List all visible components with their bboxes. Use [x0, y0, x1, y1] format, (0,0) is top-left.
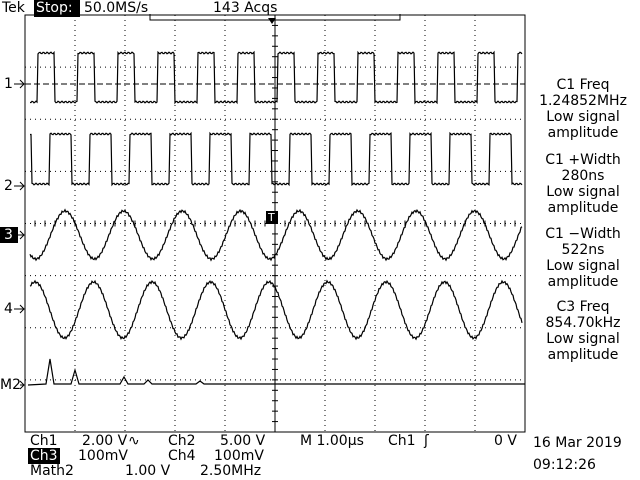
- marker-arrows: [14, 79, 25, 390]
- measurement-line: 1.24852MHz: [539, 93, 627, 109]
- readout: 0 V: [494, 433, 517, 449]
- readout: Ch1: [388, 433, 416, 449]
- channel-marker: 4: [4, 301, 13, 317]
- measurement-line: C1 −Width: [545, 226, 621, 242]
- waveform: [30, 50, 523, 105]
- channel-marker-box: [0, 227, 18, 243]
- measurement-line: C3 Freq: [556, 299, 609, 315]
- measurement-line: amplitude: [548, 274, 619, 290]
- measurement-line: Low signal: [546, 258, 619, 274]
- channel-marker: 1: [4, 76, 13, 92]
- waveforms: [27, 50, 525, 386]
- readout: 2.00 V: [82, 433, 128, 449]
- readout: Ch4: [168, 448, 196, 464]
- status-box: [34, 0, 80, 17]
- readout: 100mV: [78, 448, 128, 464]
- readout: Ch2: [168, 433, 196, 449]
- waveform: [29, 279, 523, 341]
- brand: Tek: [1, 0, 26, 16]
- waveform: [30, 131, 523, 187]
- readout: M 1.00µs: [300, 433, 364, 449]
- channel-marker: 2: [4, 178, 13, 194]
- status: Stop:: [36, 0, 73, 16]
- date: 16 Mar 2019: [533, 435, 622, 451]
- trigger-marker: T: [267, 211, 275, 224]
- measurement-line: C1 +Width: [545, 152, 621, 168]
- measurement-line: 280ns: [562, 168, 605, 184]
- measurement-line: amplitude: [548, 125, 619, 141]
- trigger-position: [268, 18, 276, 24]
- measurement-line: Low signal: [546, 184, 619, 200]
- sample-rate: 50.0MS/s: [84, 0, 148, 16]
- measurement-line: Low signal: [546, 109, 619, 125]
- measurement-line: Low signal: [546, 331, 619, 347]
- selected-channel-box: [28, 448, 60, 464]
- readout: 5.00 V: [220, 433, 266, 449]
- waveform: [29, 208, 523, 262]
- channel-marker: 3: [4, 227, 13, 243]
- readout: ʃ: [423, 433, 429, 449]
- measurement-line: 522ns: [562, 242, 605, 258]
- waveform: [27, 358, 525, 386]
- readout: Math2: [30, 463, 74, 479]
- readout: 2.50MHz: [200, 463, 261, 479]
- readout: Ch1: [30, 433, 58, 449]
- acquisitions: 143 Acqs: [213, 0, 277, 16]
- trigger-box: [266, 211, 278, 224]
- measurement-line: amplitude: [548, 347, 619, 363]
- measurement-line: C1 Freq: [556, 77, 609, 93]
- readout: ∿: [128, 433, 140, 449]
- readout: 1.00 V: [125, 463, 171, 479]
- readout: 100mV: [214, 448, 264, 464]
- time: 09:12:26: [533, 457, 596, 473]
- channel-marker: M2: [0, 377, 21, 393]
- measurement-line: amplitude: [548, 200, 619, 216]
- measurement-line: 854.70kHz: [546, 315, 621, 331]
- readout: Ch3: [30, 448, 58, 464]
